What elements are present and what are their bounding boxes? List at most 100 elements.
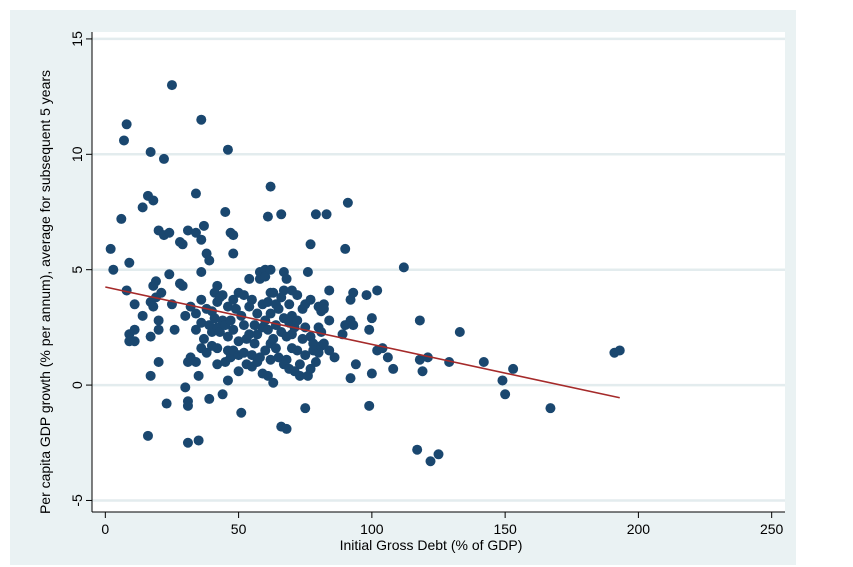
data-point-151 <box>270 343 281 354</box>
data-point-9 <box>129 336 140 347</box>
data-point-136 <box>262 211 273 222</box>
data-point-109 <box>236 407 247 418</box>
data-point-57 <box>193 435 204 446</box>
fitted-line <box>105 286 620 399</box>
data-point-84 <box>217 389 228 400</box>
data-point-44 <box>182 225 193 236</box>
data-point-68 <box>201 347 212 358</box>
data-point-141 <box>265 264 276 275</box>
data-point-13 <box>137 310 148 321</box>
y-tick-label-4: 15 <box>69 31 85 47</box>
data-point-222 <box>364 400 375 411</box>
data-point-138 <box>262 324 273 335</box>
data-point-137 <box>262 297 273 307</box>
data-point-140 <box>265 181 276 192</box>
data-point-205 <box>321 209 332 220</box>
data-point-192 <box>308 338 319 349</box>
x-axis-ticks: 0 50 100 150 200 250 <box>101 512 784 537</box>
data-point-101 <box>228 324 239 335</box>
data-point-216 <box>345 373 356 384</box>
data-point-81 <box>212 359 223 370</box>
data-point-209 <box>329 352 340 363</box>
fit-line-layer <box>105 286 620 399</box>
data-point-52 <box>190 227 201 238</box>
data-point-76 <box>209 313 220 324</box>
grid-lines <box>92 37 785 502</box>
data-point-64 <box>198 220 209 231</box>
data-point-231 <box>412 444 423 455</box>
data-point-223 <box>366 313 377 324</box>
data-point-1 <box>108 264 119 275</box>
data-point-123 <box>252 308 263 319</box>
data-point-112 <box>238 347 249 358</box>
data-point-91 <box>222 301 233 312</box>
data-point-235 <box>422 352 433 363</box>
data-point-11 <box>129 299 140 310</box>
data-point-16 <box>145 147 156 157</box>
data-point-106 <box>233 366 244 377</box>
data-point-152 <box>273 303 284 314</box>
data-point-83 <box>214 327 225 337</box>
data-point-206 <box>324 285 335 296</box>
x-tick-label-1: 50 <box>231 521 247 537</box>
data-point-191 <box>305 363 316 374</box>
data-point-162 <box>281 273 292 284</box>
data-point-4 <box>121 119 132 130</box>
data-point-80 <box>212 343 223 354</box>
data-point-211 <box>340 243 351 254</box>
x-tick-label-3: 150 <box>493 521 517 537</box>
data-point-117 <box>244 329 255 340</box>
data-point-51 <box>190 188 201 199</box>
y-tick-label-1: 0 <box>69 381 85 389</box>
data-point-100 <box>228 294 239 305</box>
data-point-53 <box>190 308 201 319</box>
data-point-56 <box>193 370 204 381</box>
data-point-40 <box>177 239 188 250</box>
data-point-135 <box>260 345 271 356</box>
data-point-115 <box>244 273 255 284</box>
data-point-12 <box>137 202 148 213</box>
data-point-139 <box>262 370 273 381</box>
data-point-179 <box>294 359 305 370</box>
data-point-204 <box>318 338 329 349</box>
data-point-240 <box>478 357 489 367</box>
data-point-20 <box>148 195 159 206</box>
data-point-220 <box>361 290 372 301</box>
data-point-28 <box>153 357 164 367</box>
data-point-26 <box>153 315 164 326</box>
y-axis-title: Per capita GDP growth (% per annum), ave… <box>37 70 53 514</box>
data-point-234 <box>417 366 428 377</box>
x-tick-label-5: 250 <box>760 521 784 537</box>
data-point-55 <box>190 357 201 367</box>
data-point-195 <box>310 357 321 367</box>
data-point-208 <box>324 345 335 356</box>
data-point-58 <box>196 114 207 125</box>
data-point-146 <box>268 287 279 298</box>
data-point-159 <box>278 285 289 296</box>
data-point-185 <box>300 403 311 414</box>
x-tick-label-0: 0 <box>101 521 109 537</box>
data-point-65 <box>198 333 209 344</box>
data-point-15 <box>142 430 153 441</box>
data-point-242 <box>500 389 511 400</box>
data-point-3 <box>118 135 129 146</box>
data-point-230 <box>398 262 409 273</box>
data-point-99 <box>228 248 239 259</box>
data-point-94 <box>222 375 233 386</box>
data-point-37 <box>169 324 180 335</box>
data-point-85 <box>217 290 228 301</box>
data-point-153 <box>273 352 284 363</box>
data-point-232 <box>414 315 425 326</box>
plot-area <box>92 32 785 512</box>
data-point-175 <box>292 290 303 301</box>
data-point-18 <box>145 331 156 342</box>
data-point-244 <box>545 403 556 414</box>
data-point-61 <box>196 294 207 305</box>
data-point-217 <box>348 287 359 298</box>
data-point-110 <box>238 290 249 301</box>
data-point-176 <box>292 315 303 326</box>
data-point-207 <box>324 315 335 326</box>
data-point-6 <box>124 257 135 268</box>
data-point-221 <box>364 324 375 335</box>
data-point-119 <box>246 350 257 361</box>
